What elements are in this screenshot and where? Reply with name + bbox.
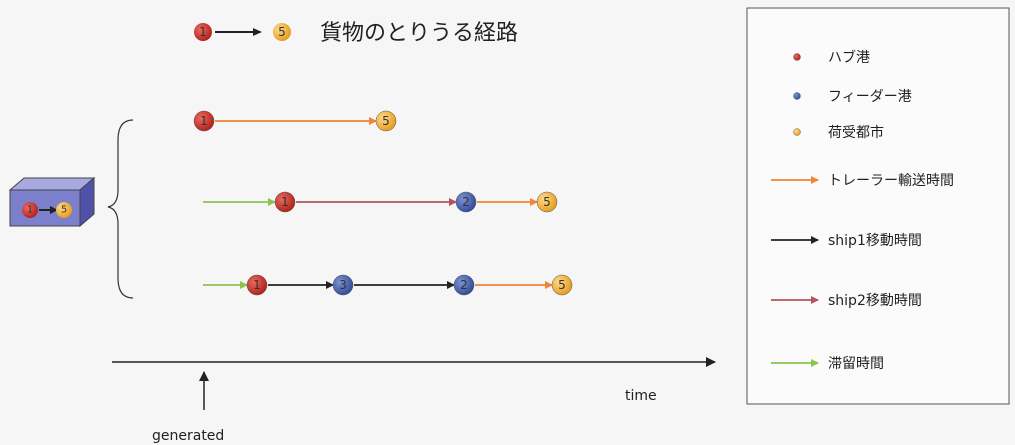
city-node-5: 5	[536, 191, 558, 213]
time-axis: time generated	[112, 357, 716, 444]
node-label: 5	[558, 278, 566, 292]
legend-label: ship1移動時間	[828, 233, 922, 249]
feeder-node-3: 3	[332, 274, 354, 296]
feeder-dot-icon	[793, 92, 801, 100]
node-label: 3	[339, 278, 347, 292]
legend-item-ship2: ship2移動時間	[771, 293, 922, 309]
cargo-from-node: 1	[22, 202, 38, 218]
city-node-5: 5	[551, 274, 573, 296]
node-label: 1	[200, 114, 208, 128]
title-to-node: 5	[273, 23, 291, 41]
cargo-box: 1 5	[8, 176, 96, 228]
hub-node-1: 1	[246, 274, 268, 296]
node-label: 5	[543, 195, 551, 209]
legend-label: フィーダー港	[828, 89, 912, 105]
node-label: 1	[253, 278, 261, 292]
svg-text:5: 5	[61, 205, 67, 216]
cargo-to-node: 5	[56, 202, 72, 218]
title-text: 貨物のとりうる経路	[320, 21, 518, 46]
svg-text:1: 1	[27, 205, 33, 216]
node-label: 5	[382, 114, 390, 128]
legend-item-city: 荷受都市	[793, 124, 884, 141]
time-axis-label: time	[625, 388, 657, 404]
hub-node-1: 1	[274, 191, 296, 213]
city-node-5: 5	[375, 110, 397, 132]
feeder-node-2: 2	[455, 191, 477, 213]
hub-dot-icon	[793, 53, 801, 61]
legend-item-hub: ハブ港	[793, 49, 870, 66]
title-from-node: 1	[194, 23, 212, 41]
svg-text:5: 5	[278, 25, 286, 39]
legend-item-wait: 滞留時間	[771, 356, 884, 372]
node-label: 2	[462, 195, 470, 209]
route-brace	[107, 119, 134, 299]
route-3: 1 3 2 5	[203, 274, 573, 296]
legend-label: 滞留時間	[828, 356, 884, 372]
node-label: 2	[460, 278, 468, 292]
svg-text:1: 1	[199, 25, 207, 39]
legend-item-feeder: フィーダー港	[793, 89, 912, 105]
legend-item-ship1: ship1移動時間	[771, 233, 922, 249]
legend-item-trailer: トレーラー輸送時間	[771, 173, 954, 189]
legend-label: ship2移動時間	[828, 293, 922, 309]
legend-label: 荷受都市	[828, 124, 884, 141]
hub-node-1: 1	[193, 110, 215, 132]
legend-label: ハブ港	[828, 49, 870, 66]
node-label: 1	[281, 195, 289, 209]
route-2: 1 2 5	[203, 191, 558, 213]
generated-label: generated	[152, 428, 224, 444]
legend-box	[746, 7, 1010, 405]
city-dot-icon	[793, 128, 801, 136]
title: 1 5 貨物のとりうる経路	[194, 21, 518, 46]
legend-label: トレーラー輸送時間	[828, 173, 954, 189]
feeder-node-2: 2	[453, 274, 475, 296]
routes: 1 51 2 51 3 2 5	[193, 110, 573, 296]
